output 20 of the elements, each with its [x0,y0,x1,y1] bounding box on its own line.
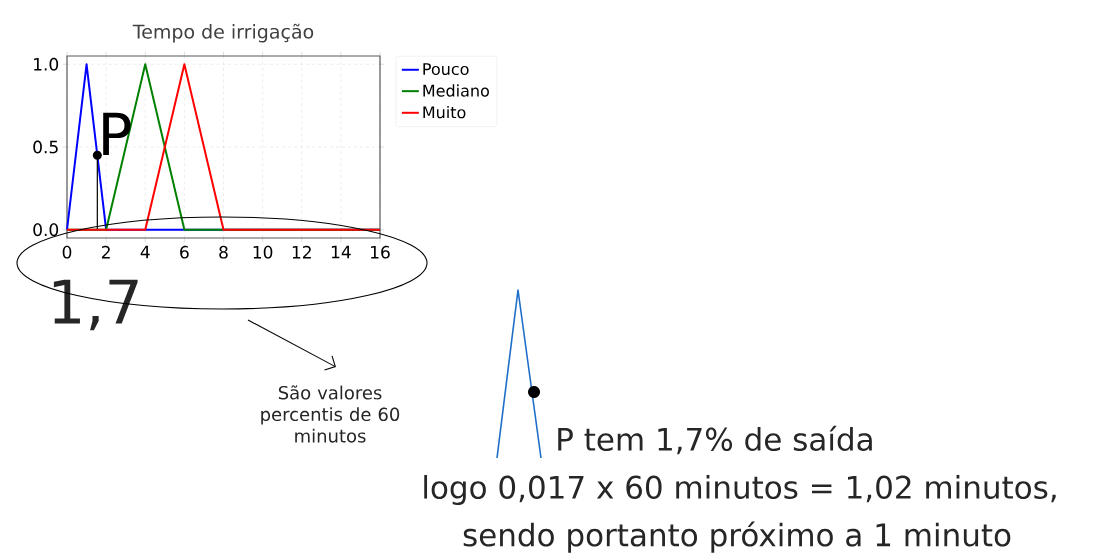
y-tick-label: 1.0 [34,57,59,71]
text: logo 0,017 x 60 minutos = 1,02 minutos, [424,475,1056,506]
x-tick-label: 12 [292,245,311,259]
x-tick-label: 16 [371,245,390,259]
x-tick-label: 2 [101,245,110,259]
x-tick-label: 14 [331,245,351,259]
legend-label: Muito [423,105,466,119]
x-tick-label: 10 [253,245,273,259]
x-tick-label: 6 [180,245,189,259]
x-tick-label: 0 [62,245,72,259]
text: São valores percentis de 60 minutos [261,385,400,443]
text: P tem 1,7% de saída [558,425,872,455]
y-tick-label: 0.0 [33,223,59,237]
legend-label: Mediano [423,84,489,97]
chart-title: Tempo de irrigação [132,23,314,43]
text: sendo portanto próximo a 1 minuto [463,521,1011,553]
y-tick-label: 0.5 [33,140,58,154]
x-tick-label: 8 [219,245,228,259]
x-tick-label: 4 [140,245,150,259]
legend-label: Pouco [423,63,469,76]
